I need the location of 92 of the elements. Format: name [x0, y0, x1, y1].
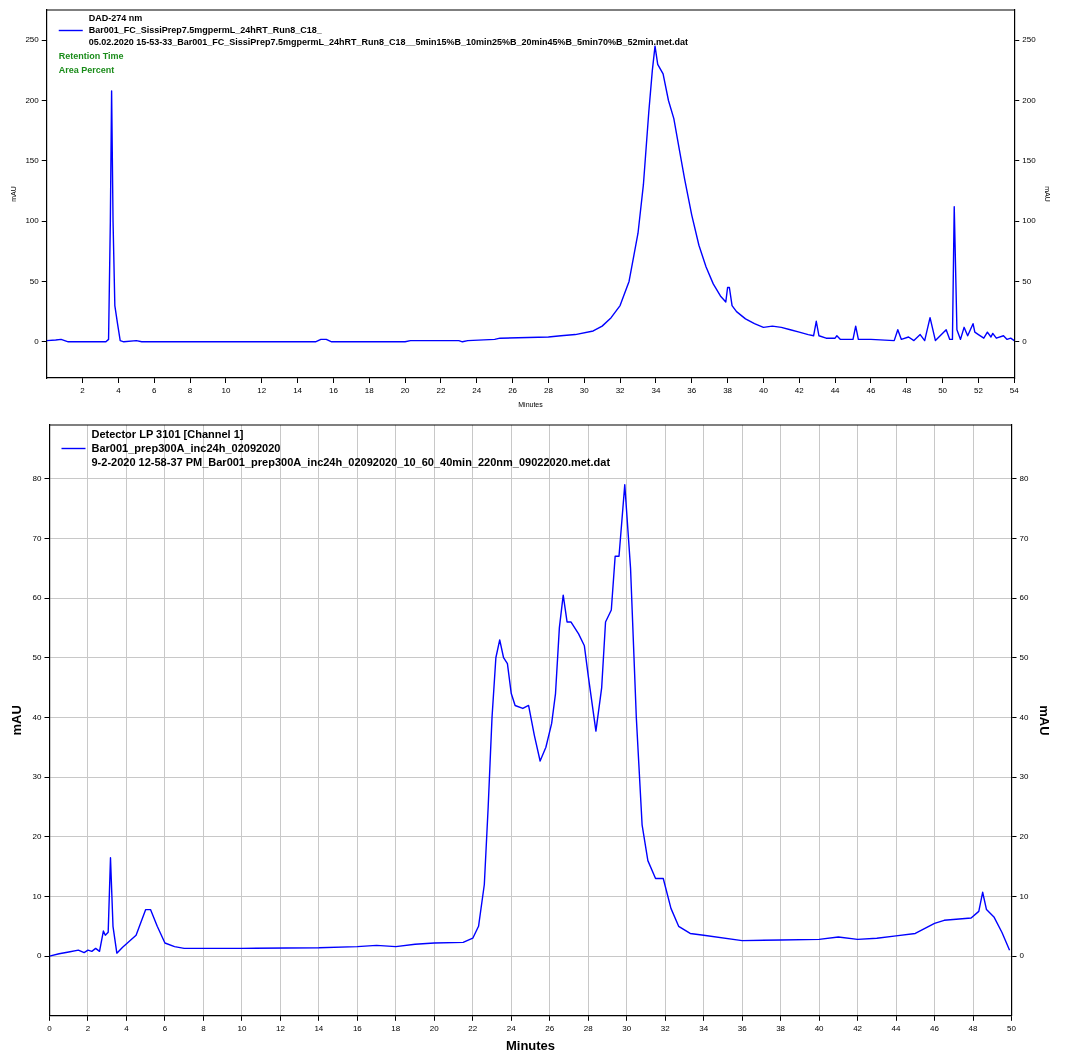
x-tick-label: 44 [891, 1023, 902, 1033]
x-tick-label: 46 [930, 1023, 940, 1033]
y2-tick-label: 40 [1019, 712, 1029, 722]
x-tick-label: 20 [429, 1023, 440, 1033]
x-tick-label: 40 [814, 1023, 825, 1033]
x-tick-label: 6 [162, 1023, 168, 1033]
annotation: Retention Time [58, 50, 124, 61]
y2-tick-label: 50 [1022, 276, 1032, 286]
x-tick-label: 4 [124, 1023, 130, 1033]
x-tick-label: 10 [237, 1023, 247, 1033]
legend-label: Bar001_FC_SissiPrep7.5mgpermL_24hRT_Run8_C18_ 05.02.2020 15-53-33_Bar001_FC_SissiPrep7.5mgpermL_24hRT_Run8_C18__5min15%B_10min25%B_20min45%B_5min70%B_52min.met.dat [88, 24, 689, 47]
legend-label: Bar001_prep300A_inc24h_02092020 9-2-2020 12-58-37 PM_Bar001_prep300A_inc24h_02092020_10_60_40min_220nm_09022020.met.dat [91, 441, 611, 468]
y-tick-label: 80 [32, 473, 43, 483]
y2-tick-label: 50 [1019, 652, 1029, 662]
x-tick-label: 16 [328, 386, 339, 395]
x-tick-label: 2 [80, 386, 86, 395]
x-tick-label: 50 [938, 386, 948, 395]
y2-tick-label: 150 [1022, 156, 1037, 166]
y2-tick-label: 70 [1019, 533, 1029, 543]
x-tick-label: 28 [543, 386, 554, 395]
x-tick-label: 24 [506, 1023, 517, 1033]
y2-tick-label: 0 [1022, 337, 1028, 347]
y2-tick-label: 60 [1019, 593, 1029, 603]
x-tick-label: 42 [794, 386, 805, 395]
x-tick-label: 8 [201, 1023, 207, 1033]
y-tick-label: 100 [25, 216, 40, 226]
x-tick-label: 26 [508, 386, 518, 395]
annotation: Area Percent [58, 64, 115, 75]
x-tick-label: 26 [545, 1023, 555, 1033]
x-axis-title: Minutes [505, 1037, 556, 1053]
y-tick-label: 40 [32, 712, 43, 722]
x-tick-label: 38 [776, 1023, 786, 1033]
x-tick-label: 38 [723, 386, 733, 395]
x-tick-label: 48 [968, 1023, 979, 1033]
x-tick-label: 4 [116, 386, 122, 395]
y-tick-label: 150 [25, 156, 40, 166]
y-tick-label: 30 [32, 772, 43, 782]
y2-tick-label: 80 [1019, 473, 1029, 483]
x-tick-label: 24 [472, 386, 482, 395]
x-tick-label: 8 [187, 386, 193, 395]
x-tick-label: 18 [364, 386, 375, 395]
x-tick-label: 42 [853, 1023, 863, 1033]
y-tick-label: 10 [32, 891, 43, 901]
x-tick-label: 12 [275, 1023, 286, 1033]
x-tick-label: 34 [699, 1023, 709, 1033]
x-tick-label: 0 [47, 1023, 53, 1033]
x-tick-label: 14 [314, 1023, 324, 1033]
x-tick-label: 34 [651, 386, 661, 395]
x-tick-label: 20 [400, 386, 411, 395]
y-tick-label: 0 [37, 951, 43, 961]
x-tick-label: 36 [687, 386, 697, 395]
x-tick-label: 18 [391, 1023, 401, 1033]
y2-tick-label: 250 [1022, 35, 1037, 45]
x-tick-label: 32 [615, 386, 626, 395]
x-tick-label: 22 [436, 386, 446, 395]
x-tick-label: 44 [830, 386, 841, 395]
x-tick-label: 52 [973, 386, 984, 395]
y2-tick-label: 100 [1022, 216, 1037, 226]
y2-tick-label: 200 [1022, 95, 1037, 105]
x-tick-label: 48 [902, 386, 912, 395]
x-tick-label: 28 [583, 1023, 594, 1033]
x-tick-label: 6 [152, 386, 158, 395]
y-tick-label: 70 [32, 533, 43, 543]
x-tick-label: 22 [468, 1023, 478, 1033]
x-tick-label: 46 [866, 386, 876, 395]
y2-tick-label: 30 [1019, 772, 1029, 782]
x-tick-label: 30 [622, 1023, 632, 1033]
x-tick-label: 10 [221, 386, 231, 395]
y-tick-label: 200 [25, 95, 40, 105]
y2-axis-title: mAU [1036, 705, 1052, 736]
x-tick-label: 16 [352, 1023, 363, 1033]
legend-title: Detector LP 3101 [Channel 1] [91, 427, 244, 440]
y-tick-label: 250 [25, 35, 40, 45]
y-tick-label: 0 [34, 337, 40, 347]
x-tick-label: 40 [758, 386, 769, 395]
x-tick-label: 12 [257, 386, 267, 395]
y2-tick-label: 20 [1019, 831, 1029, 841]
x-tick-label: 50 [1007, 1023, 1017, 1033]
y-tick-label: 60 [32, 593, 43, 603]
y2-tick-label: 10 [1019, 891, 1029, 901]
y-axis-title: mAU [9, 705, 25, 736]
x-tick-label: 14 [293, 386, 303, 395]
legend-title: DAD-274 nm [88, 12, 143, 23]
x-tick-label: 30 [579, 386, 590, 395]
x-tick-label: 54 [1009, 386, 1020, 395]
x-tick-label: 32 [660, 1023, 671, 1033]
y-tick-label: 20 [32, 831, 43, 841]
x-tick-label: 36 [737, 1023, 748, 1033]
x-tick-label: 2 [85, 1023, 91, 1033]
y-tick-label: 50 [29, 276, 40, 286]
y2-tick-label: 0 [1019, 951, 1025, 961]
y-tick-label: 50 [32, 652, 43, 662]
